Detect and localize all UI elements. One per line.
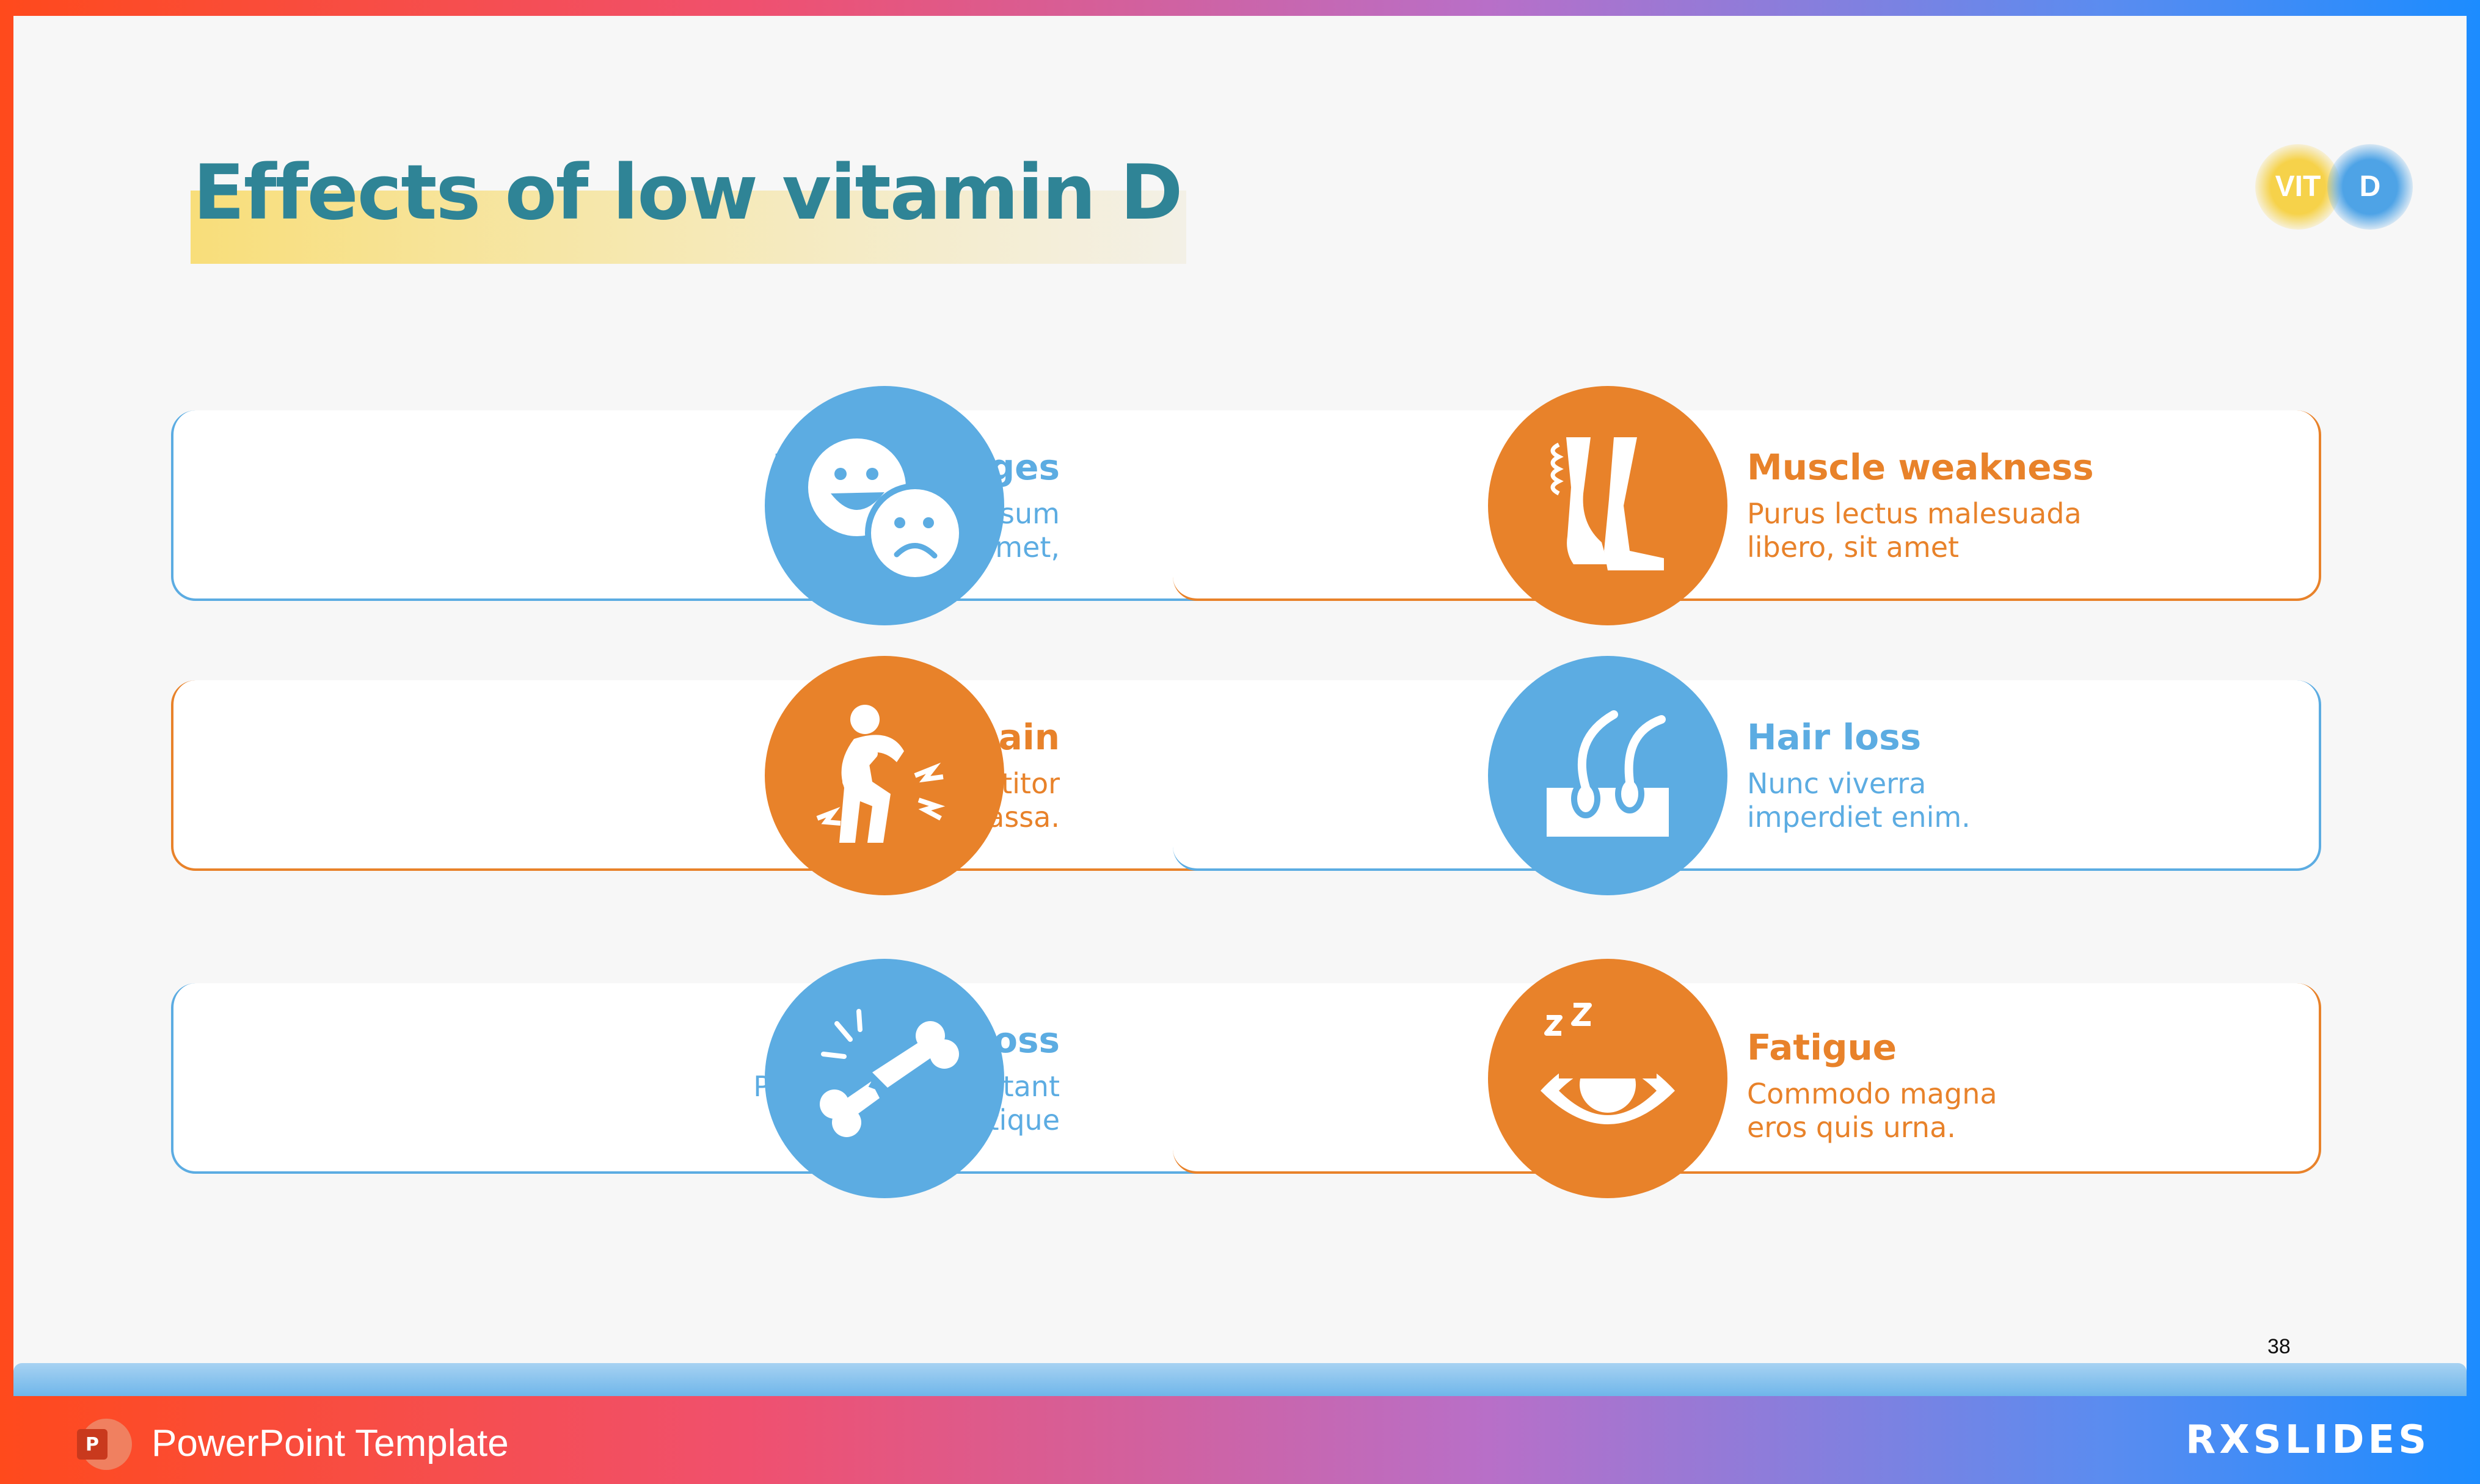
effect-text: Muscle weakness Purus lectus malesuada li… (1747, 446, 2419, 564)
footer-bar: P PowerPoint Template RXSLIDES (0, 1396, 2480, 1484)
title-block: Effects of low vitamin D (191, 132, 1186, 272)
broken-bone-icon (765, 959, 1004, 1198)
effect-card-hair-loss[interactable]: Hair loss Nunc viverra imperdiet enim. (1173, 680, 2321, 871)
effect-line-1: Purus lectus malesuada (1747, 497, 2082, 530)
effect-title: Muscle weakness (1747, 446, 2094, 488)
badge-vit: VIT (2255, 144, 2341, 230)
effect-line-1: Nunc viverra (1747, 767, 1927, 800)
vitamin-d-badge: VIT D (2255, 144, 2426, 230)
effect-card-fatigue[interactable]: Fatigue Commodo magna eros quis urna. (1173, 983, 2321, 1174)
back-pain-icon (765, 656, 1004, 895)
effect-title: Hair loss (1747, 716, 1922, 758)
sleepy-eye-icon (1488, 959, 1727, 1198)
hair-follicle-icon (1488, 656, 1727, 895)
slide-title: Effects of low vitamin D (193, 149, 1183, 237)
effect-line-2: eros quis urna. (1747, 1111, 1956, 1144)
effect-card-joint-pain[interactable]: Joint pain Maecenas porttitorcongue mass… (171, 680, 1319, 871)
effect-line-2: imperdiet enim. (1747, 801, 1971, 834)
footer-label: PowerPoint Template (151, 1422, 509, 1464)
effect-description: Purus lectus malesuada libero, sit amet (1747, 497, 2419, 564)
effect-line-2: libero, sit amet (1747, 531, 1960, 564)
slide-canvas: Effects of low vitamin D VIT D Mood chan… (13, 16, 2467, 1396)
title-highlight (191, 191, 1186, 264)
effect-description: Commodo magna eros quis urna. (1747, 1077, 2419, 1144)
effect-card-muscle-weakness[interactable]: Muscle weakness Purus lectus malesuada li… (1173, 410, 2321, 601)
brand-logo: RXSLIDES (2186, 1417, 2431, 1463)
effect-text: Fatigue Commodo magna eros quis urna. (1747, 1026, 2419, 1144)
badge-d: D (2327, 144, 2413, 230)
effect-title: Fatigue (1747, 1027, 1897, 1068)
effect-line-1: Commodo magna (1747, 1077, 1997, 1110)
mood-faces-icon (765, 386, 1004, 625)
effect-card-mood-changes[interactable]: Mood changes Lorem ipsumdolor sit amet, (171, 410, 1319, 601)
page-number: 38 (2267, 1335, 2291, 1358)
bottom-band (13, 1363, 2467, 1396)
effect-text: Hair loss Nunc viverra imperdiet enim. (1747, 716, 2419, 834)
leg-muscle-icon (1488, 386, 1727, 625)
effect-description: Nunc viverra imperdiet enim. (1747, 767, 2419, 834)
effect-card-bone-loss[interactable]: Bone loss Pellentesque habitantmorbi tri… (171, 983, 1319, 1174)
powerpoint-icon: P (75, 1417, 134, 1472)
svg-text:P: P (86, 1434, 99, 1455)
